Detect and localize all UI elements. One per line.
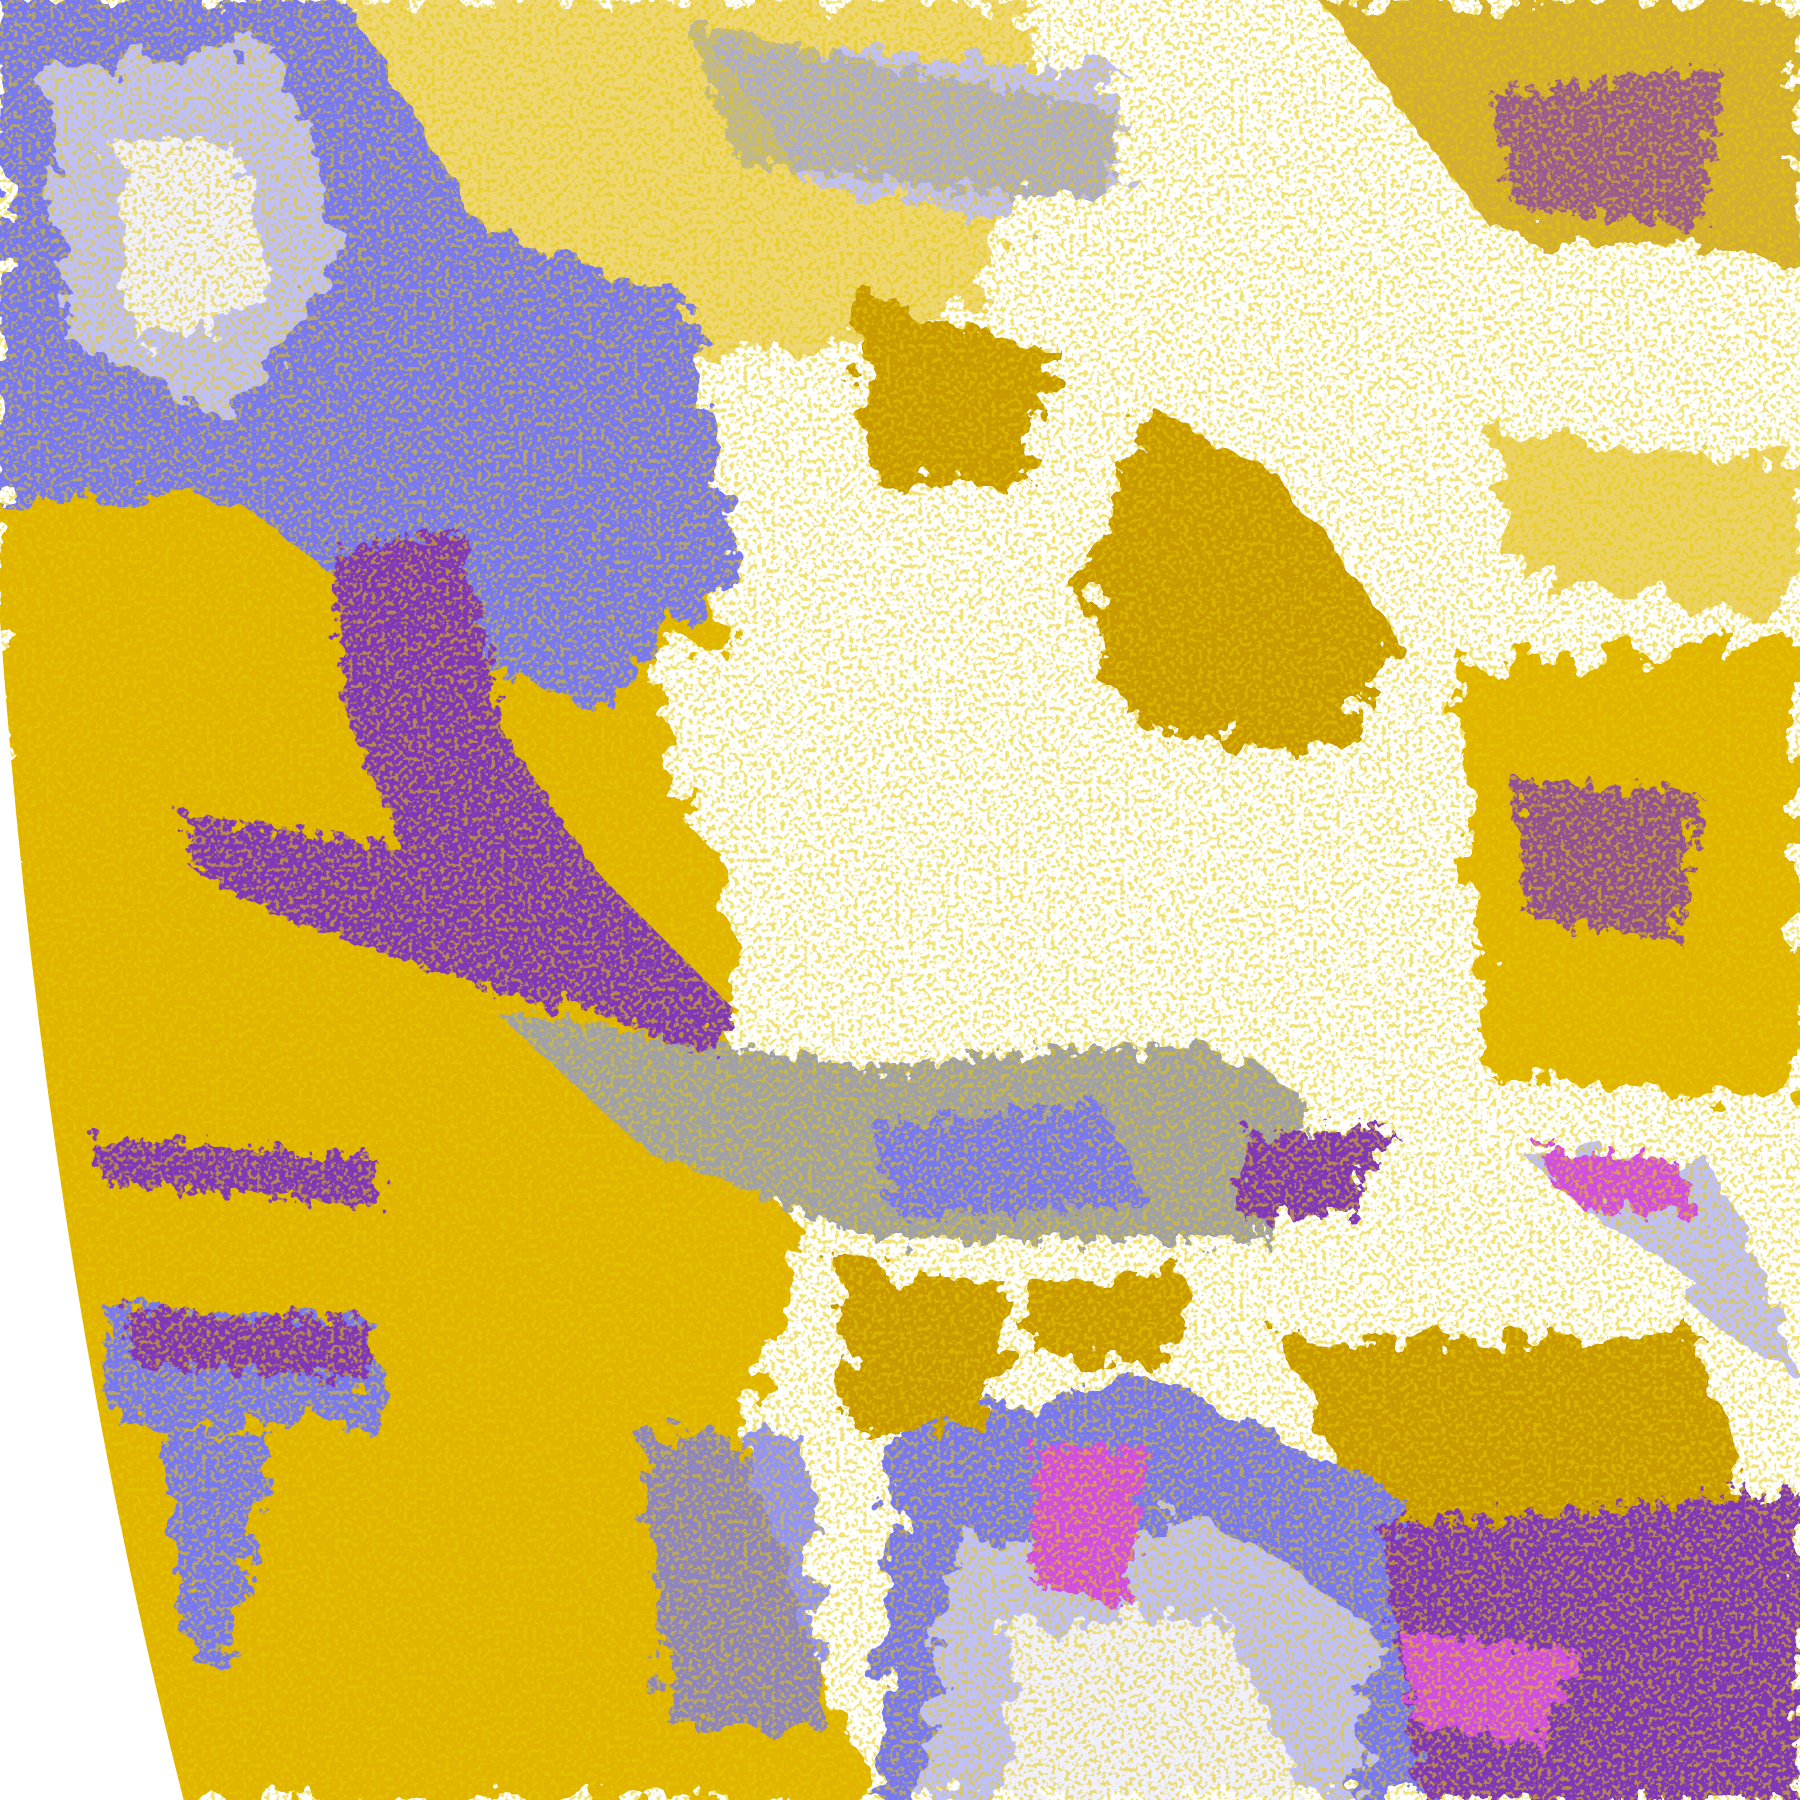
- off-disk-space: [0, 0, 184, 1800]
